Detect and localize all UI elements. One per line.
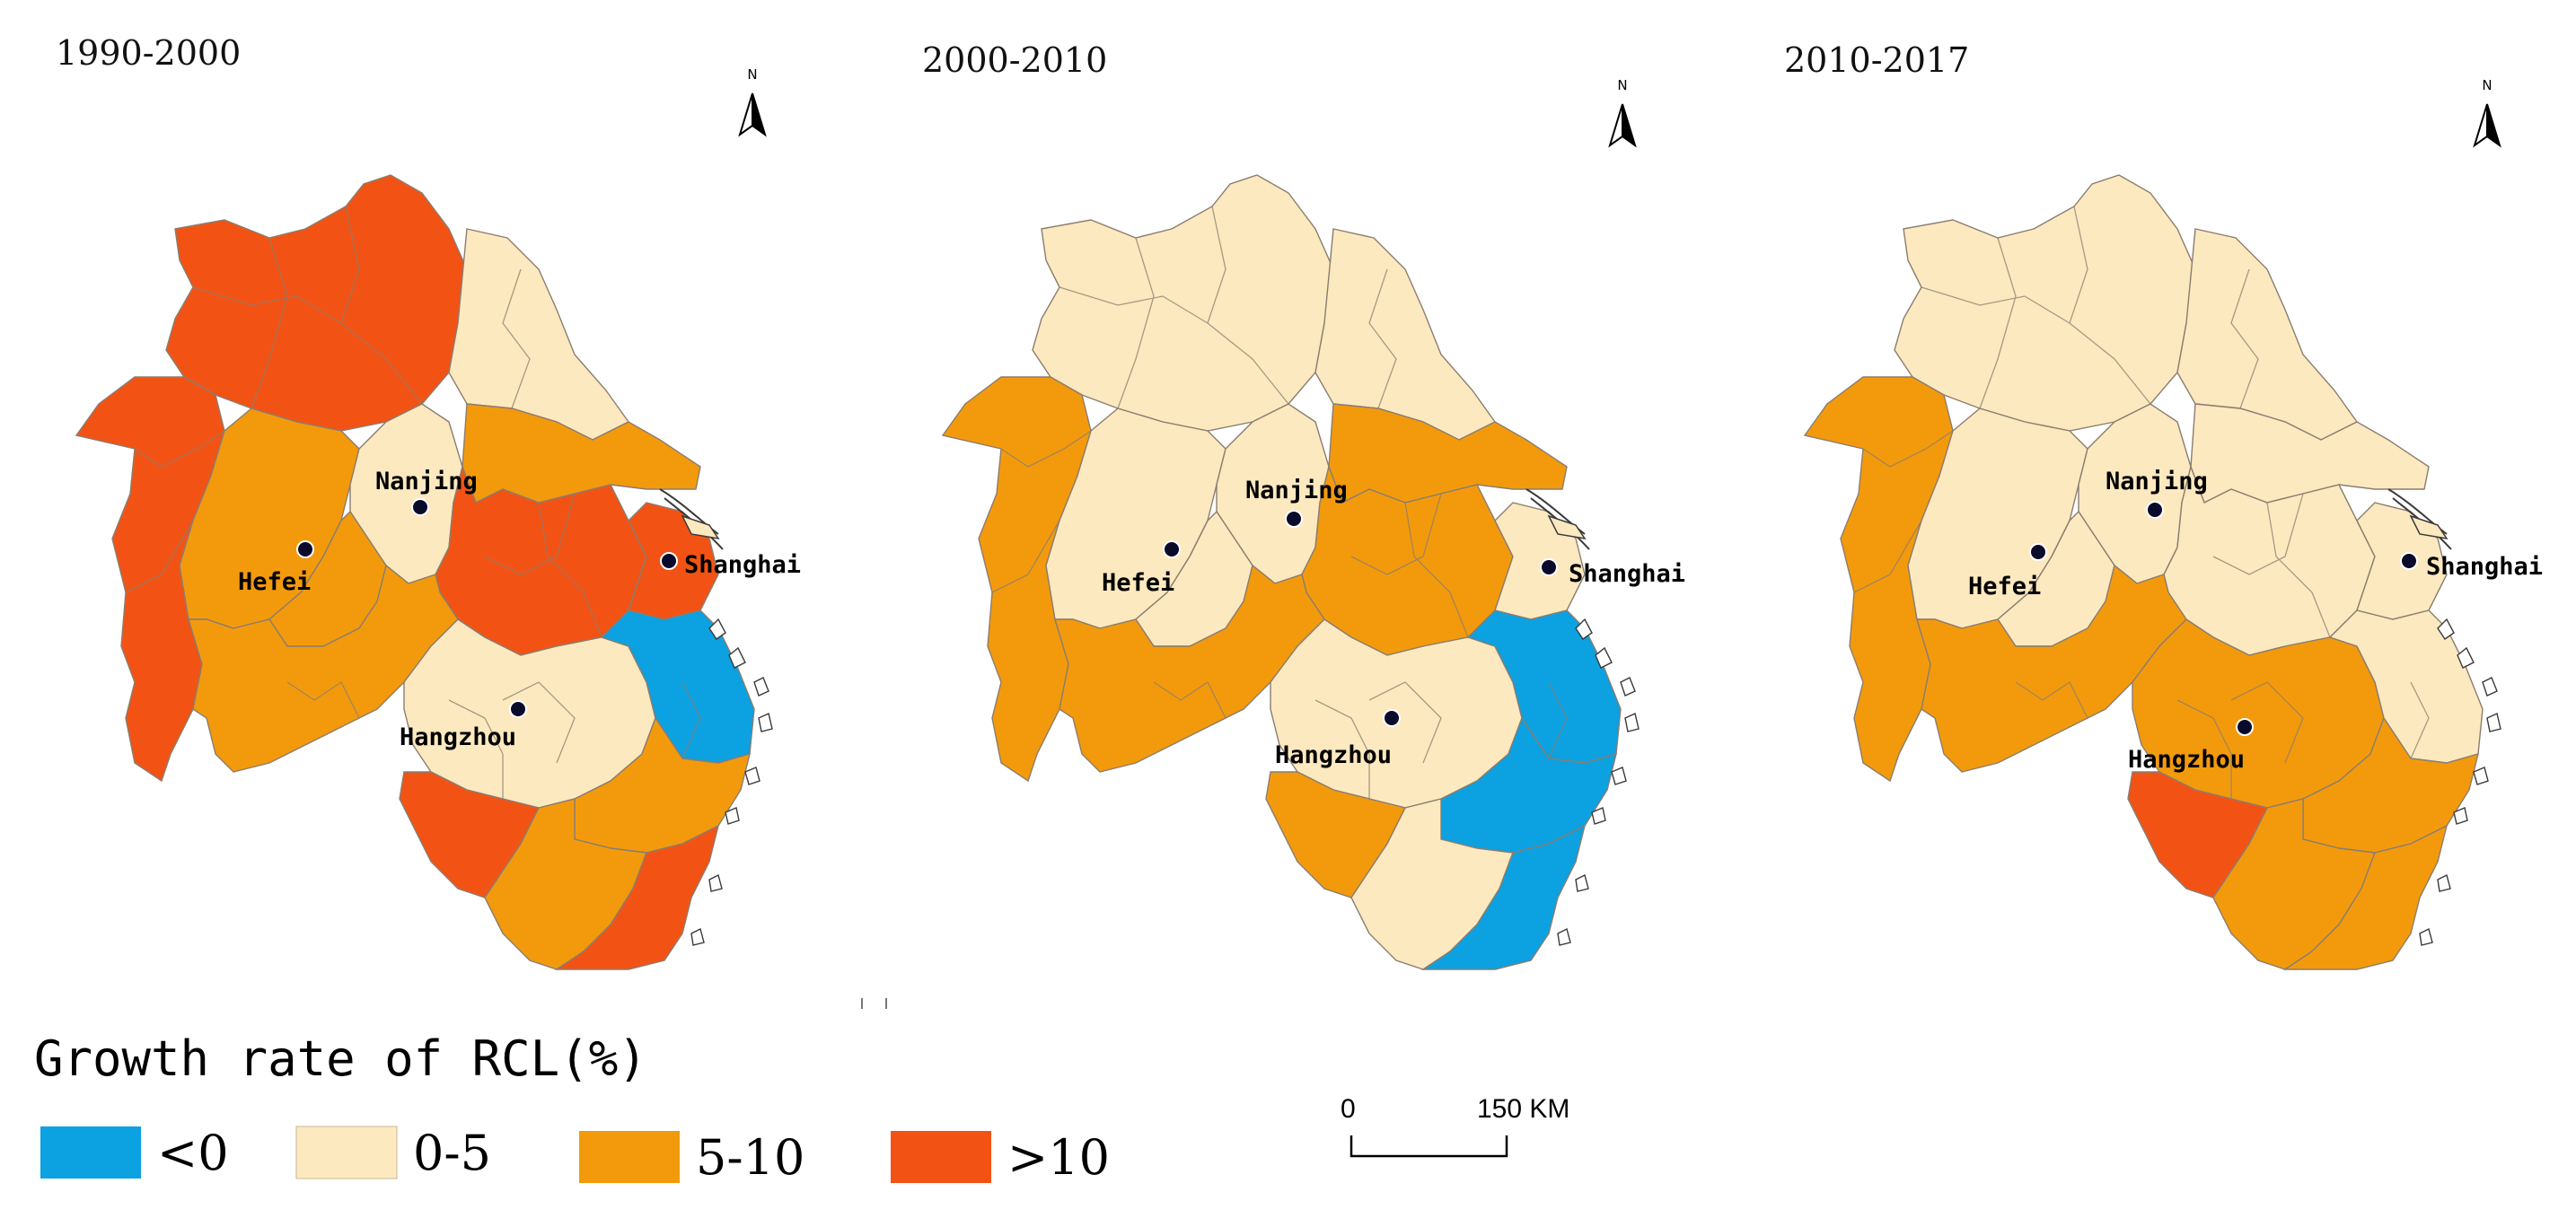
north-arrow-icon: N xyxy=(2473,77,2501,148)
city-marker-icon xyxy=(1163,540,1181,558)
city-marker-icon xyxy=(296,540,314,558)
region-wenzhou xyxy=(2282,824,2449,970)
scale-end-label: 150 KM xyxy=(1477,1094,1569,1124)
north-label: N xyxy=(2482,77,2492,93)
city-marker-icon xyxy=(1540,558,1558,576)
north-arrow-icon: N xyxy=(1608,77,1637,148)
legend: Growth rate of RCL(%) <0 0-5 5-10 >10 xyxy=(34,1030,1110,1186)
city-label: Nanjing xyxy=(2106,468,2208,495)
legend-label: <0 xyxy=(157,1125,229,1181)
regions xyxy=(1803,174,2484,970)
city-marker-icon xyxy=(2146,501,2164,519)
legend-swatch-lt0 xyxy=(40,1126,141,1179)
city-marker-icon xyxy=(2400,552,2418,570)
legend-swatch-5-10 xyxy=(579,1131,680,1183)
scale-bar: 0 150 KM xyxy=(1341,1094,1569,1158)
legend-label: 5-10 xyxy=(696,1129,804,1186)
city-marker-icon xyxy=(2029,543,2047,561)
north-label: N xyxy=(1617,77,1627,93)
panel-title: 1990-2000 xyxy=(56,33,241,73)
city-label: Shanghai xyxy=(2426,553,2543,581)
legend-swatch-gt10 xyxy=(891,1131,991,1183)
regions xyxy=(75,174,755,970)
regions xyxy=(941,174,1622,970)
city-hefei: Hefei xyxy=(1968,543,2047,600)
legend-item-lt0: <0 xyxy=(40,1125,229,1181)
legend-title: Growth rate of RCL(%) xyxy=(34,1030,647,1087)
city-nanjing: Nanjing xyxy=(2106,468,2208,519)
legend-item-5-10: 5-10 xyxy=(579,1129,804,1186)
city-marker-icon xyxy=(1285,510,1303,528)
region-wenzhou xyxy=(1420,824,1587,970)
panel-title: 2010-2017 xyxy=(1784,40,1969,80)
city-shanghai: Shanghai xyxy=(1540,558,1685,588)
city-marker-icon xyxy=(1383,709,1401,727)
city-label: Hefei xyxy=(238,568,311,596)
city-hangzhou: Hangzhou xyxy=(2128,718,2254,774)
city-hefei: Hefei xyxy=(238,540,314,596)
map-panel-2000-2010: 2000-2010 N Nanjing Hefei Shanghai Hangzhou xyxy=(922,40,1685,970)
region-wenzhou xyxy=(554,824,720,970)
legend-item-0-5: 0-5 xyxy=(295,1125,491,1181)
panel-title: 2000-2010 xyxy=(922,40,1107,80)
city-hangzhou: Hangzhou xyxy=(1275,709,1401,769)
city-label: Hangzhou xyxy=(1275,741,1392,769)
map-panel-2010-2017: 2010-2017 N Nanjing Hefei Shanghai Hangzhou xyxy=(1784,40,2543,970)
city-label: Hefei xyxy=(1968,573,2041,600)
city-marker-icon xyxy=(509,700,527,718)
city-label: Hangzhou xyxy=(2128,746,2245,774)
city-label: Hefei xyxy=(1102,569,1174,597)
city-label: Nanjing xyxy=(1245,477,1348,504)
legend-swatch-0-5 xyxy=(295,1126,398,1179)
legend-label: 0-5 xyxy=(413,1125,491,1181)
city-nanjing: Nanjing xyxy=(375,468,478,516)
north-label: N xyxy=(747,66,757,83)
legend-item-gt10: >10 xyxy=(891,1129,1110,1186)
city-marker-icon xyxy=(2236,718,2254,736)
city-label: Shanghai xyxy=(1569,560,1685,588)
city-label: Hangzhou xyxy=(400,723,516,751)
scale-start-label: 0 xyxy=(1341,1094,1356,1124)
map-panel-1990-2000: 1990-2000 N Nanjing Hefei Shanghai Hangzhou xyxy=(56,33,801,970)
city-label: Shanghai xyxy=(684,551,801,579)
city-nanjing: Nanjing xyxy=(1245,477,1348,528)
city-hefei: Hefei xyxy=(1102,540,1181,597)
city-marker-icon xyxy=(411,498,429,516)
city-hangzhou: Hangzhou xyxy=(400,700,527,751)
north-arrow-icon: N xyxy=(738,66,767,137)
city-shanghai: Shanghai xyxy=(660,551,801,579)
city-marker-icon xyxy=(660,552,678,570)
legend-label: >10 xyxy=(1007,1129,1110,1186)
city-label: Nanjing xyxy=(375,468,478,495)
city-shanghai: Shanghai xyxy=(2400,552,2543,581)
